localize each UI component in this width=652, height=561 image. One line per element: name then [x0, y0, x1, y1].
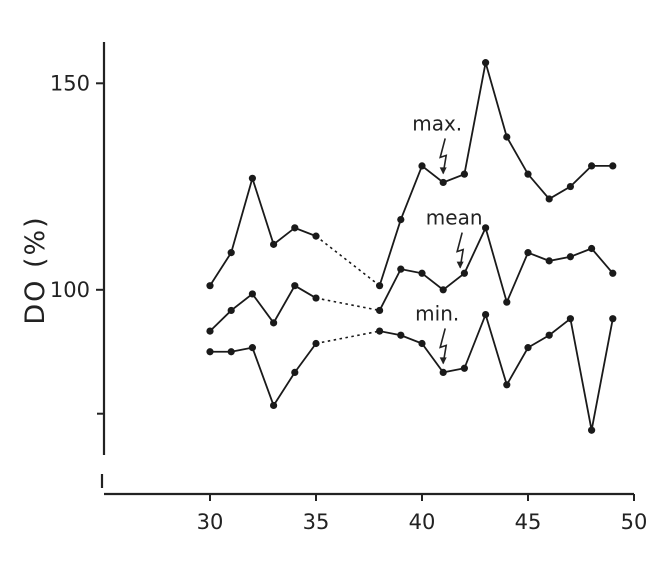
series-max-gap — [315, 235, 381, 287]
y-tick-label-1: 150 — [50, 71, 90, 95]
point-max-49 — [609, 162, 617, 170]
point-mean-39 — [397, 265, 405, 273]
point-max-40 — [418, 162, 426, 170]
series-min-gap — [315, 330, 380, 345]
series-mean — [206, 224, 617, 335]
point-min-33 — [270, 401, 278, 410]
point-mean-38 — [376, 306, 384, 315]
point-min-48 — [588, 426, 596, 434]
point-max-41 — [439, 178, 447, 187]
annotation-min: min. — [415, 301, 459, 365]
point-mean-33 — [270, 319, 278, 327]
x-tick-label-3: 45 — [515, 510, 542, 534]
annotation-max: max. — [412, 111, 462, 175]
point-max-31 — [227, 249, 235, 257]
point-max-43 — [482, 59, 490, 67]
annotation-max-arrowhead — [439, 167, 447, 175]
y-tick-label-0: 100 — [50, 278, 90, 302]
point-min-47 — [566, 315, 575, 323]
point-mean-43 — [482, 224, 490, 232]
point-mean-45 — [524, 249, 532, 257]
x-tick-label-2: 40 — [409, 510, 436, 534]
point-min-32 — [248, 344, 256, 352]
point-mean-32 — [248, 290, 256, 298]
point-max-38 — [376, 282, 384, 290]
point-min-30 — [206, 348, 214, 356]
point-max-35 — [312, 232, 320, 240]
point-mean-34 — [291, 282, 299, 290]
series-min-line-b — [379, 311, 614, 431]
point-min-39 — [397, 331, 405, 339]
series-max-line-b — [378, 62, 613, 286]
point-mean-41 — [439, 286, 447, 294]
point-mean-42 — [460, 269, 468, 277]
point-min-45 — [524, 344, 532, 352]
x-tick-label-0: 30 — [197, 510, 224, 534]
annotation-mean: mean — [426, 206, 483, 269]
annotation-min-arrowhead — [439, 357, 447, 365]
point-min-31 — [227, 348, 235, 356]
annotation-mean-arrow — [456, 232, 465, 268]
axes — [100, 42, 634, 496]
point-min-40 — [418, 339, 426, 348]
series-mean-line-a — [209, 284, 317, 332]
point-mean-49 — [609, 269, 617, 277]
point-max-32 — [248, 174, 256, 182]
annotation-max-arrow — [439, 138, 448, 174]
series-mean-gap — [315, 297, 380, 312]
point-max-34 — [291, 224, 299, 232]
point-max-44 — [503, 133, 511, 141]
y-axis-label: DO (%) — [20, 215, 51, 324]
series-layer — [206, 59, 617, 434]
series-mean-line-b — [378, 225, 614, 311]
x-tick-label-4: 50 — [621, 510, 648, 534]
point-min-41 — [439, 368, 447, 376]
series-min — [206, 310, 617, 434]
point-max-30 — [206, 282, 214, 290]
point-mean-31 — [227, 306, 235, 315]
point-max-42 — [460, 170, 468, 178]
annotation-max-text: max. — [412, 111, 462, 135]
ticks: 30 35 40 45 50 100 150 — [50, 71, 647, 534]
point-min-44 — [503, 381, 511, 389]
point-max-48 — [588, 162, 596, 170]
series-max-line-a — [209, 175, 317, 287]
annotation-mean-arrowhead — [456, 261, 464, 269]
x-tick-label-1: 35 — [303, 510, 330, 534]
point-min-43 — [482, 310, 490, 319]
annotation-min-text: min. — [415, 301, 459, 325]
point-max-33 — [270, 240, 278, 248]
point-mean-46 — [545, 257, 553, 265]
point-min-46 — [545, 331, 553, 339]
point-mean-35 — [312, 294, 320, 302]
point-max-39 — [397, 215, 405, 224]
annotations: max. mean min. — [412, 111, 483, 365]
series-max — [206, 59, 617, 290]
point-mean-47 — [566, 253, 575, 261]
point-mean-44 — [503, 298, 511, 306]
annotation-mean-text: mean — [426, 206, 483, 230]
series-min-line-a — [210, 342, 317, 408]
point-min-42 — [460, 364, 468, 372]
point-min-38 — [376, 327, 384, 335]
point-max-46 — [545, 195, 553, 203]
point-mean-48 — [588, 244, 596, 253]
point-mean-40 — [418, 269, 426, 277]
point-max-45 — [524, 170, 532, 178]
point-min-35 — [312, 339, 320, 348]
point-mean-30 — [206, 327, 214, 335]
annotation-min-arrow — [439, 328, 448, 364]
point-max-47 — [566, 182, 575, 191]
point-min-34 — [291, 368, 299, 376]
point-min-49 — [609, 315, 617, 323]
